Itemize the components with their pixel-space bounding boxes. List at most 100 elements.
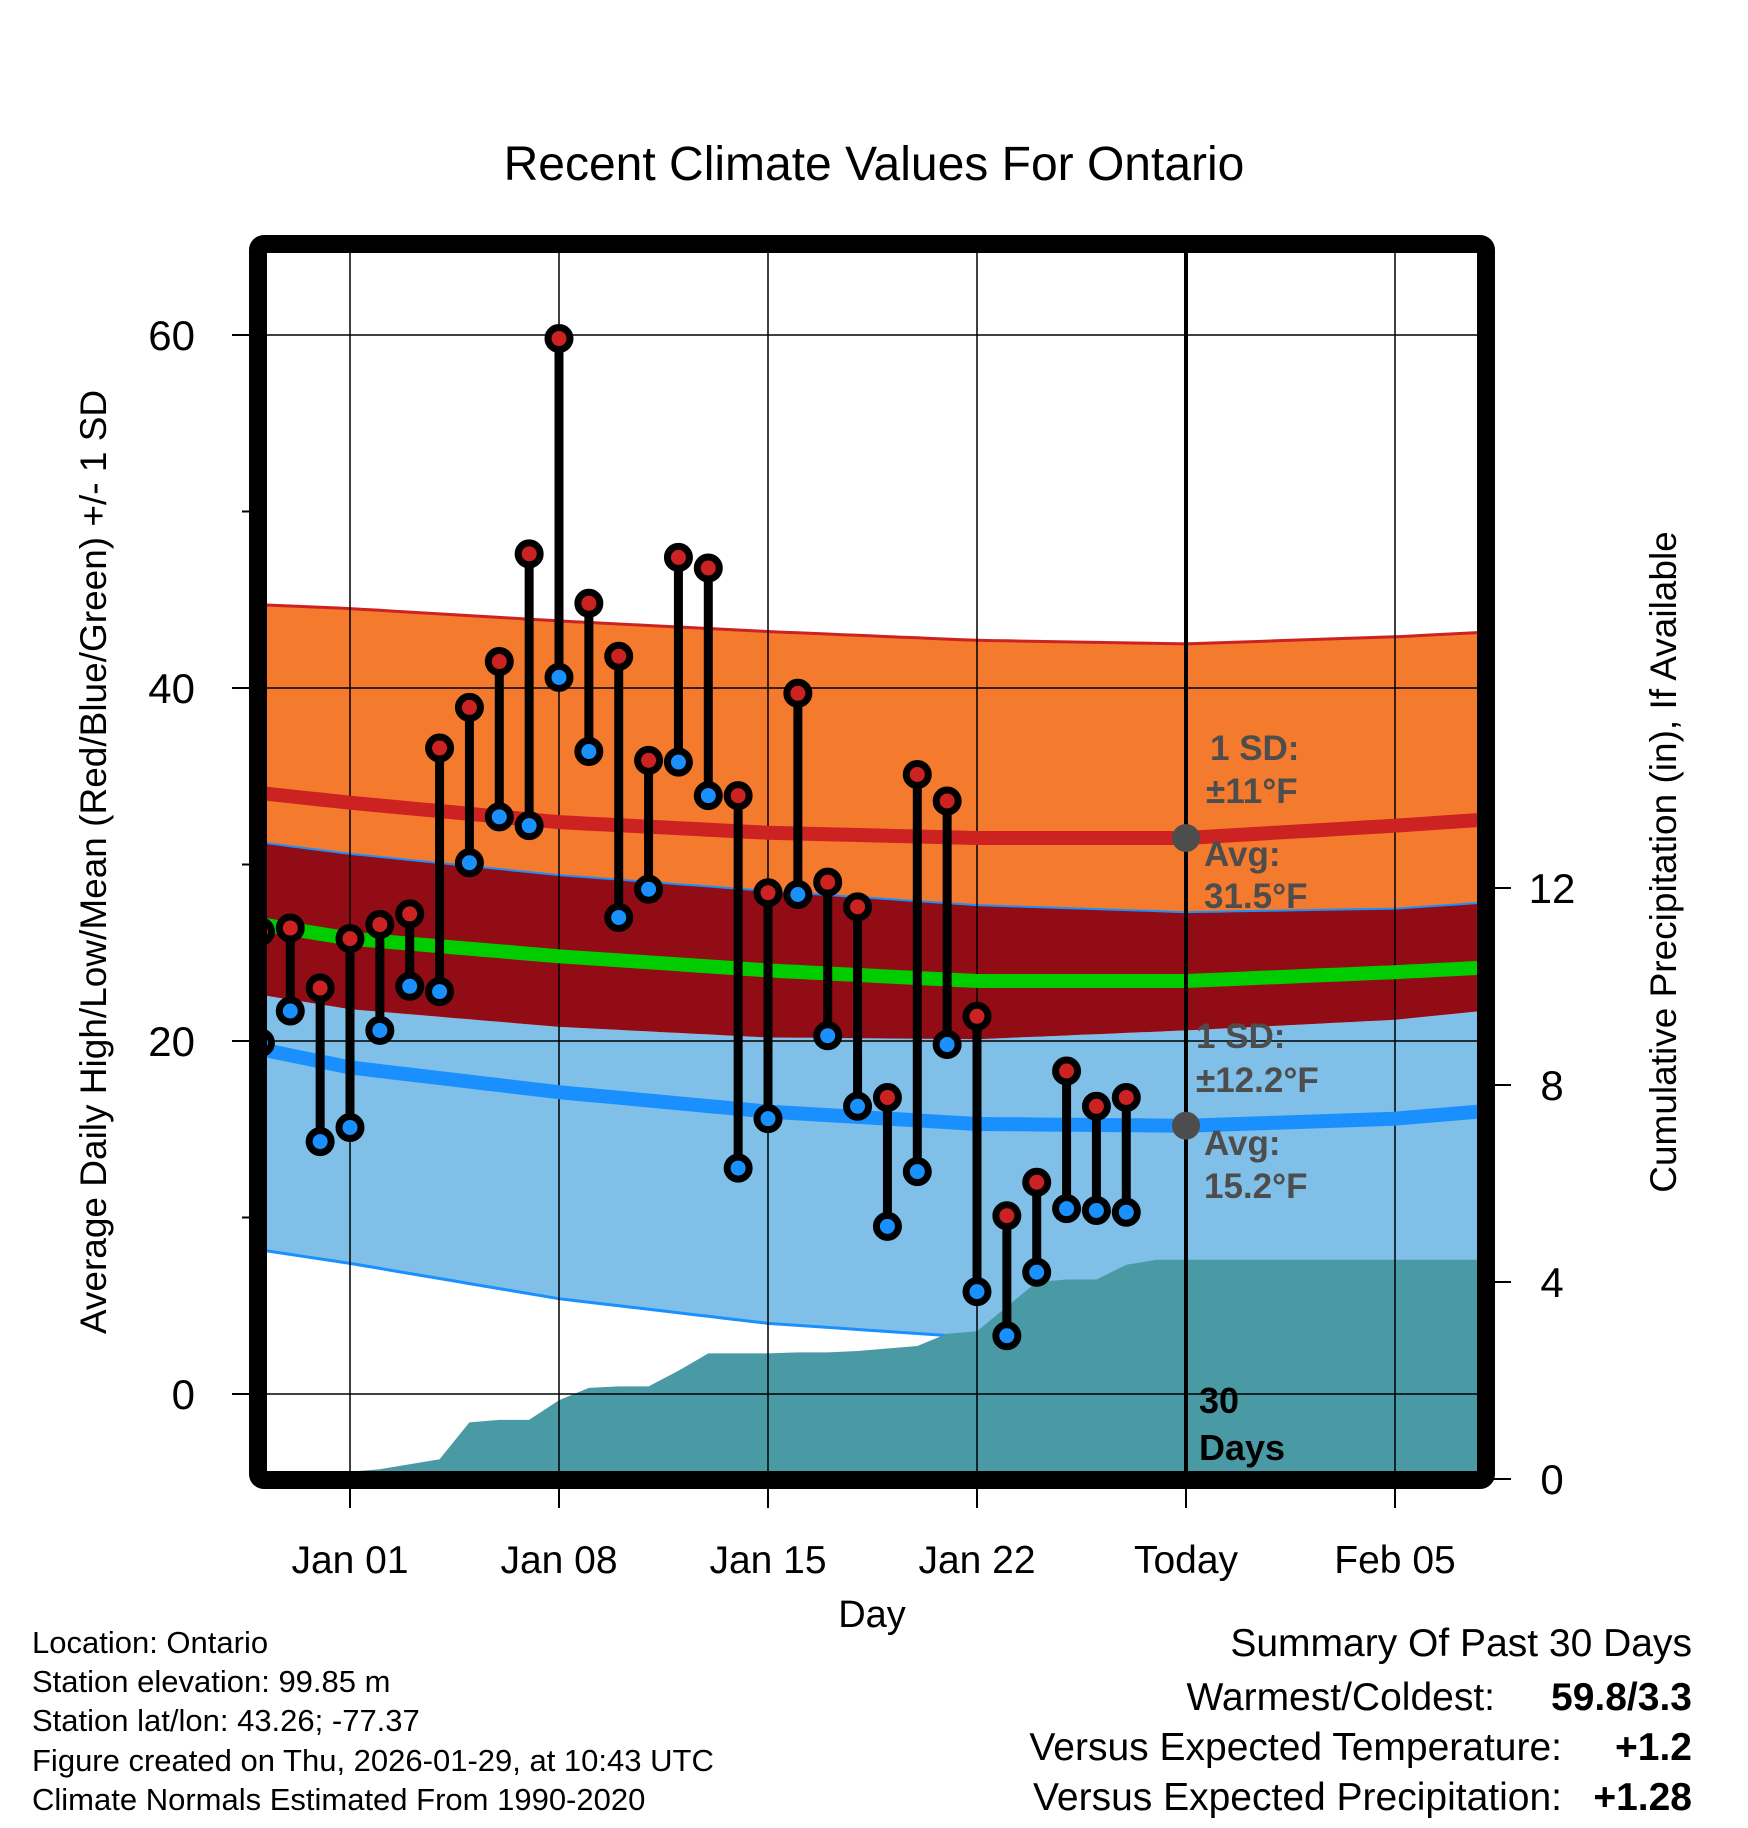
daily-high-point — [1022, 1167, 1052, 1197]
today-days-count: 30 — [1199, 1380, 1239, 1421]
x-axis: Jan 01 Jan 08 Jan 15 Jan 22 Today Feb 05 — [291, 1480, 1456, 1582]
high-avg-label: Avg: — [1204, 835, 1280, 874]
daily-low-point — [454, 848, 484, 878]
y-tick-label: 60 — [148, 312, 195, 359]
daily-low-point — [872, 1211, 902, 1241]
daily-high-point — [305, 973, 335, 1003]
daily-low-point — [365, 1015, 395, 1045]
daily-high-point — [1081, 1091, 1111, 1121]
y-tick-label: 20 — [148, 1018, 195, 1065]
daily-low-point — [1022, 1257, 1052, 1287]
daily-low-point — [663, 747, 693, 777]
info-latlon: Station lat/lon: 43.26; -77.37 — [32, 1703, 420, 1738]
summary-title: Summary Of Past 30 Days — [1230, 1622, 1692, 1665]
high-avg-marker — [1172, 824, 1200, 853]
daily-low-point — [843, 1091, 873, 1121]
daily-low-point — [544, 662, 574, 692]
daily-low-point — [634, 874, 664, 904]
high-sd-value: ±11°F — [1206, 772, 1298, 811]
daily-high-point — [693, 553, 723, 583]
daily-high-point — [783, 678, 813, 708]
summary-temp-label: Versus Expected Temperature: — [1029, 1726, 1562, 1769]
precipitation-area — [258, 1259, 1486, 1479]
daily-high-point — [723, 781, 753, 811]
daily-low-point — [962, 1277, 992, 1307]
x-tick-label: Jan 22 — [918, 1539, 1035, 1582]
precip-area — [258, 1259, 1486, 1479]
x-tick-label: Today — [1134, 1539, 1239, 1582]
daily-high-point — [484, 647, 514, 677]
y2-tick-label: 12 — [1529, 865, 1576, 912]
daily-high-point — [872, 1082, 902, 1112]
daily-low-point — [783, 880, 813, 910]
daily-range-stems — [258, 324, 1141, 1351]
x-tick-label: Feb 05 — [1334, 1539, 1455, 1582]
high-lower-edge — [258, 841, 1486, 914]
daily-high-point — [574, 588, 604, 618]
daily-low-point — [275, 996, 305, 1026]
daily-high-point — [275, 913, 305, 943]
daily-high-point — [813, 867, 843, 897]
daily-low-point — [723, 1153, 753, 1183]
daily-high-point — [663, 542, 693, 572]
daily-low-point — [753, 1104, 783, 1134]
daily-high-point — [962, 1001, 992, 1031]
daily-low-point — [574, 737, 604, 767]
daily-low-point — [813, 1021, 843, 1051]
daily-low-point — [902, 1157, 932, 1187]
daily-low-point — [992, 1321, 1022, 1351]
daily-low-point — [1111, 1197, 1141, 1227]
x-tick-label: Jan 15 — [709, 1539, 826, 1582]
daily-low-point — [484, 802, 514, 832]
high-sd-label: 1 SD: — [1210, 729, 1299, 768]
normal-mean-line — [258, 916, 1486, 988]
daily-low-point — [1052, 1194, 1082, 1224]
daily-high-point — [395, 899, 425, 929]
daily-low-point — [693, 781, 723, 811]
low-avg-marker — [1172, 1111, 1200, 1140]
plot-frame — [249, 235, 1495, 1489]
normal-lines — [258, 785, 1486, 1133]
low-sd-band — [258, 994, 1486, 1338]
y2-axis-label: Cumulative Precipitation (in), If Availa… — [1643, 531, 1684, 1193]
daily-high-point — [843, 892, 873, 922]
daily-low-point — [932, 1030, 962, 1060]
summary-temp-value: +1.2 — [1615, 1726, 1692, 1769]
x-axis-label: Day — [838, 1594, 906, 1636]
today-days-label: Days — [1199, 1427, 1285, 1468]
daily-low-point — [335, 1112, 365, 1142]
normal-low-line — [258, 1041, 1486, 1133]
daily-high-point — [514, 539, 544, 569]
info-elevation: Station elevation: 99.85 m — [32, 1664, 390, 1699]
daily-low-point — [1081, 1195, 1111, 1225]
summary-precip-label: Versus Expected Precipitation: — [1033, 1776, 1562, 1819]
y-axis-left: 0 20 40 60 — [148, 312, 258, 1418]
today-marker: 30 Days — [1184, 244, 1285, 1480]
summary-warmest-label: Warmest/Coldest: — [1187, 1676, 1495, 1719]
info-normals: Climate Normals Estimated From 1990-2020 — [32, 1782, 645, 1817]
daily-high-point — [365, 910, 395, 940]
daily-high-point — [425, 733, 455, 763]
y-tick-label: 0 — [172, 1371, 195, 1418]
high-avg-value: 31.5°F — [1204, 877, 1308, 916]
daily-high-point — [335, 924, 365, 954]
x-tick-label: Jan 08 — [500, 1539, 617, 1582]
daily-high-point — [634, 745, 664, 775]
high-upper-edge — [258, 603, 1486, 646]
daily-high-point — [544, 324, 574, 354]
overlap-band — [258, 842, 1486, 1040]
low-avg-label: Avg: — [1204, 1124, 1280, 1163]
daily-low-point — [305, 1127, 335, 1157]
summary-precip-value: +1.28 — [1593, 1776, 1692, 1819]
summary-warmest-value: 59.8/3.3 — [1551, 1676, 1692, 1719]
summary-block: Summary Of Past 30 Days Warmest/Coldest:… — [1029, 1622, 1692, 1819]
chart-title: Recent Climate Values For Ontario — [504, 138, 1245, 191]
daily-high-point — [902, 759, 932, 789]
y2-tick-label: 0 — [1540, 1456, 1563, 1503]
daily-high-point — [753, 878, 783, 908]
daily-high-point — [604, 641, 634, 671]
daily-high-point — [1111, 1082, 1141, 1112]
low-sd-label: 1 SD: — [1196, 1017, 1285, 1056]
